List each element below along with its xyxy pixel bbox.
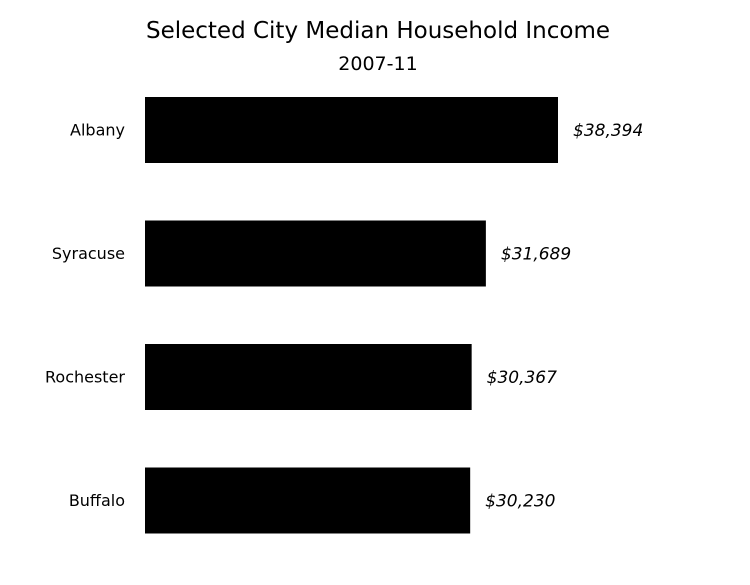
value-label-syracuse: $31,689 (501, 245, 571, 265)
value-label-buffalo: $30,230 (485, 492, 555, 512)
category-label-syracuse: Syracuse (52, 244, 125, 263)
category-label-buffalo: Buffalo (69, 491, 125, 510)
bar-buffalo (145, 467, 471, 534)
category-label-rochester: Rochester (45, 368, 125, 387)
chart-title: Selected City Median Household Income (146, 18, 610, 44)
bars-group: Albany $38,394 Syracuse $31,689 Rochester $30… (45, 97, 643, 534)
bar-syracuse (145, 220, 486, 287)
value-label-rochester: $30,367 (487, 368, 557, 388)
value-label-albany: $38,394 (573, 121, 643, 141)
chart-subtitle: 2007-11 (338, 53, 417, 75)
bar-albany (145, 97, 558, 163)
bar-rochester (145, 344, 472, 410)
category-label-albany: Albany (70, 121, 125, 140)
